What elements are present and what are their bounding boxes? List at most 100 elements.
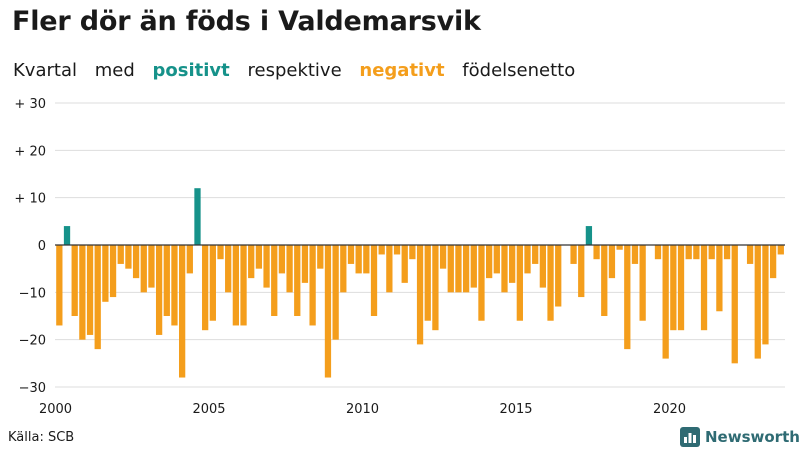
brand-name: Newsworthy — [705, 428, 800, 446]
subtitle-word: Kvartal — [13, 60, 77, 81]
bar — [685, 245, 692, 260]
bar — [148, 245, 155, 288]
bar — [363, 245, 370, 274]
bar — [501, 245, 508, 293]
bar — [163, 245, 170, 316]
x-tick-label: 2005 — [192, 402, 225, 417]
x-tick-label: 2015 — [499, 402, 532, 417]
y-tick-label: + 30 — [14, 97, 46, 112]
y-tick-label: −10 — [19, 286, 46, 301]
bar — [447, 245, 454, 293]
bar — [777, 245, 784, 255]
bar — [332, 245, 339, 340]
bar — [608, 245, 616, 279]
bar — [102, 245, 109, 302]
bar — [677, 245, 685, 331]
bar — [762, 245, 769, 345]
bar — [509, 245, 516, 283]
y-axis-ticks: + 30 + 20 + 10 0 −10 −20 −30 — [14, 97, 46, 396]
bar — [654, 245, 662, 260]
x-tick-label: 2020 — [653, 402, 686, 417]
bar — [532, 245, 539, 264]
y-tick-label: + 20 — [14, 144, 46, 159]
bar — [63, 226, 71, 245]
bar — [125, 245, 132, 269]
bar — [202, 245, 209, 331]
bar — [585, 226, 593, 245]
bar — [309, 245, 316, 326]
bar — [179, 245, 186, 378]
bar — [94, 245, 101, 350]
bar — [547, 245, 554, 321]
bar — [409, 245, 416, 260]
bar — [240, 245, 247, 326]
bar — [616, 245, 623, 250]
bar — [455, 245, 462, 293]
bar — [347, 245, 355, 264]
bar — [109, 245, 117, 298]
subtitle-negative: negativt — [359, 60, 445, 81]
subtitle-word: med — [94, 60, 135, 81]
bar — [255, 245, 263, 269]
bar — [593, 245, 600, 260]
y-tick-label: + 10 — [14, 192, 46, 207]
bar — [232, 245, 239, 326]
bar — [86, 245, 94, 335]
subtitle-word: respektive — [247, 60, 342, 81]
x-tick-label: 2000 — [39, 402, 72, 417]
bar — [225, 245, 232, 293]
bar — [117, 245, 124, 264]
bar — [631, 245, 639, 264]
bar — [155, 245, 163, 335]
chart-logo-icon — [680, 427, 700, 447]
bar — [539, 245, 547, 288]
brand-logo[interactable]: Newsworthy — [680, 426, 800, 448]
bar — [301, 245, 309, 283]
bar — [493, 245, 500, 274]
bar — [639, 245, 646, 321]
bar — [71, 245, 78, 316]
bar — [278, 245, 286, 274]
bar — [209, 245, 216, 321]
bar — [439, 245, 447, 269]
chart-title: Fler dör än föds i Valdemarsvik — [12, 6, 481, 37]
bar — [486, 245, 493, 279]
bar — [340, 245, 347, 293]
bar — [716, 245, 723, 312]
bar — [378, 245, 385, 255]
bar — [700, 245, 708, 331]
bar — [248, 245, 255, 279]
bar — [624, 245, 631, 350]
y-tick-label: −20 — [19, 334, 46, 349]
bar — [424, 245, 431, 321]
bar — [670, 245, 677, 331]
chart-subtitle: Kvartal med positivt respektive negativt… — [13, 60, 587, 81]
bar — [731, 245, 738, 364]
bar — [470, 245, 477, 288]
bar — [132, 245, 140, 279]
bar — [263, 245, 270, 288]
bar — [432, 245, 439, 331]
bar — [386, 245, 393, 293]
y-tick-label: −30 — [19, 381, 46, 396]
bar — [294, 245, 301, 316]
bar — [754, 245, 761, 359]
bar — [555, 245, 562, 307]
bar — [56, 245, 63, 326]
x-axis-ticks: 2000 2005 2010 2015 2020 — [39, 402, 686, 417]
bar — [171, 245, 178, 326]
bar — [355, 245, 362, 274]
bar — [194, 188, 201, 245]
bar — [140, 245, 147, 293]
bar — [516, 245, 523, 321]
subtitle-word: födelsenetto — [462, 60, 576, 81]
bar — [769, 245, 777, 279]
bar — [271, 245, 278, 316]
y-tick-label: 0 — [38, 239, 46, 254]
bar — [578, 245, 585, 298]
bar — [286, 245, 293, 293]
bar — [79, 245, 86, 340]
bar — [393, 245, 401, 255]
bar — [708, 245, 715, 260]
